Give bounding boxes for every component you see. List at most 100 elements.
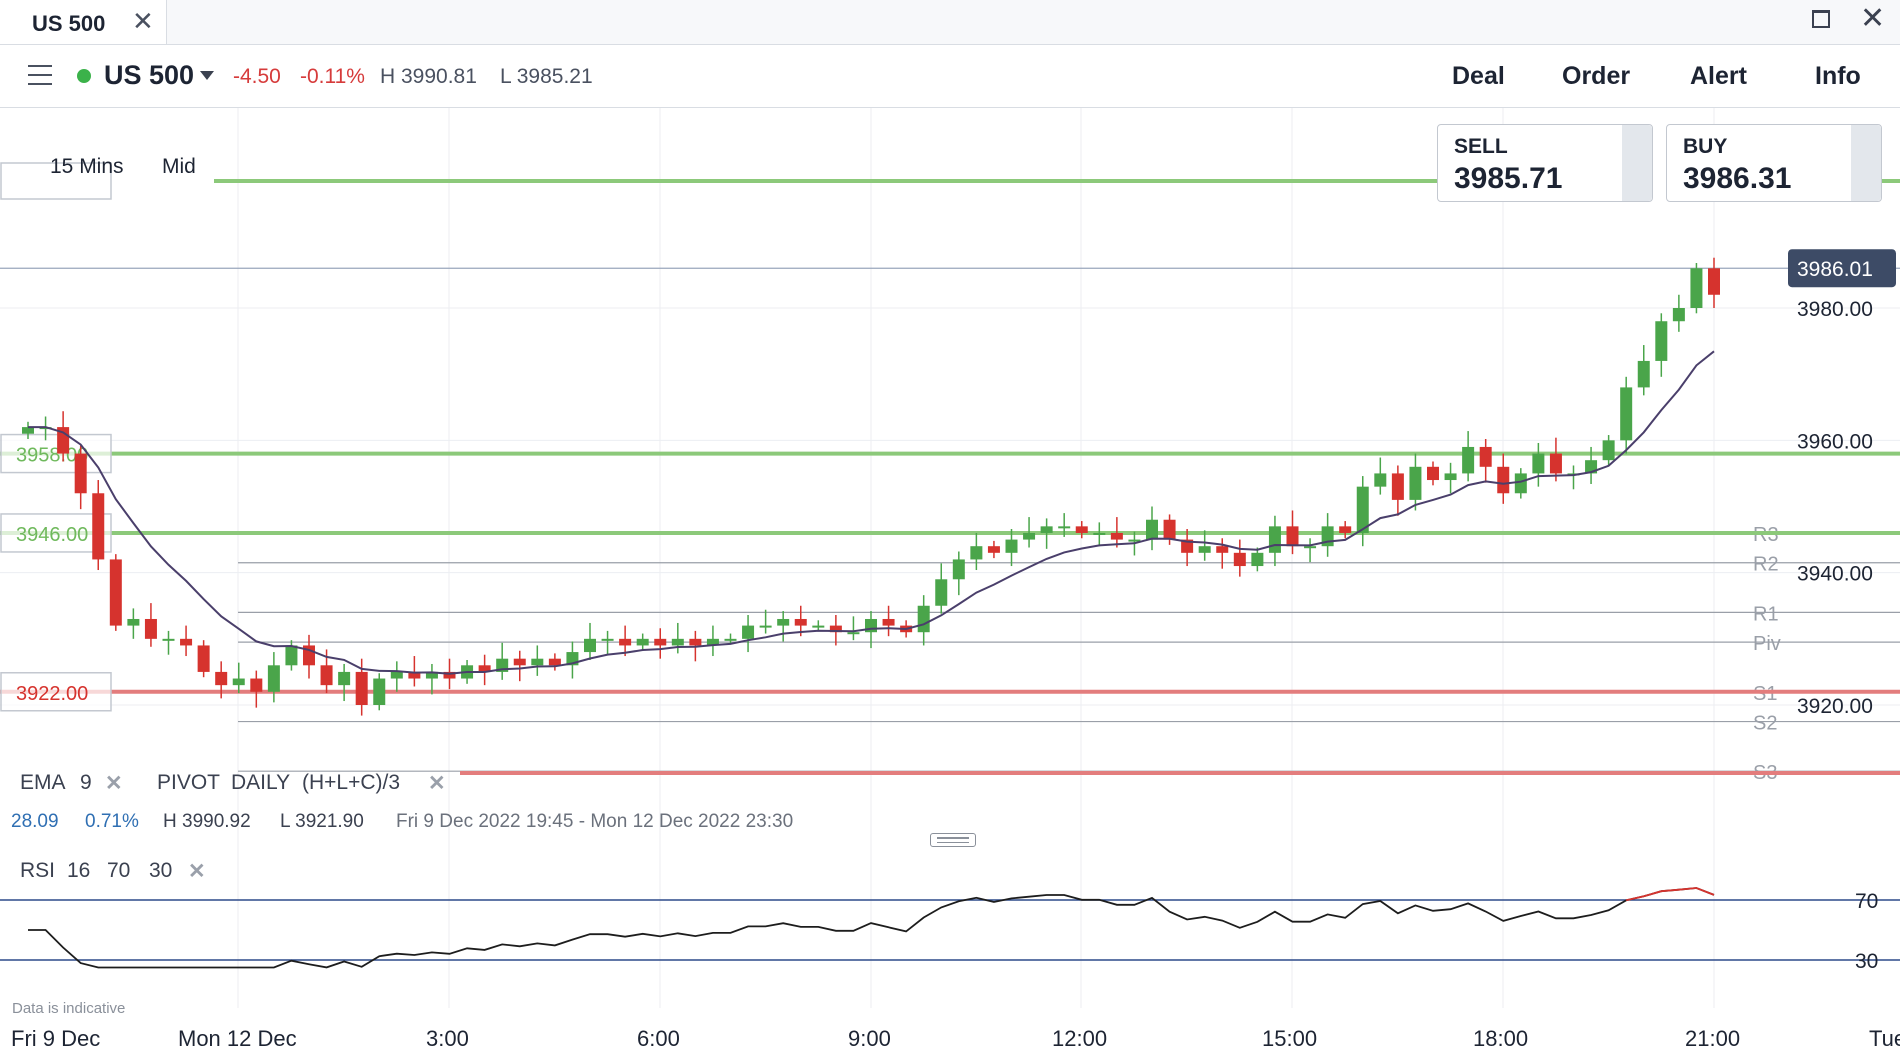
panel-resize-handle[interactable] xyxy=(930,833,976,847)
candle-body xyxy=(1549,453,1562,474)
candle-body xyxy=(1075,526,1088,533)
candle-body xyxy=(970,546,983,560)
y-tick-label: 3920.00 xyxy=(1797,695,1873,718)
buy-price: 3986.31 xyxy=(1683,162,1792,195)
candle-body xyxy=(1708,268,1720,295)
candle-body xyxy=(1514,473,1527,494)
tab-title: US 500 xyxy=(32,11,106,36)
y-tick-label: 3980.00 xyxy=(1797,298,1873,321)
maximize-icon[interactable] xyxy=(1812,10,1830,28)
pivot-period: DAILY xyxy=(231,771,291,794)
candle-body xyxy=(250,678,263,692)
candle-body xyxy=(408,671,421,679)
candle-body xyxy=(1374,473,1387,487)
candle-body xyxy=(22,427,34,434)
chart-grid xyxy=(0,108,1900,1008)
current-price-label: 3986.01 xyxy=(1797,258,1873,281)
candle-body xyxy=(1058,526,1071,529)
candle-body xyxy=(1040,526,1053,533)
buy-label: BUY xyxy=(1683,135,1728,158)
candle-body xyxy=(882,618,895,626)
candle-body xyxy=(1233,552,1246,567)
order-button[interactable]: Order xyxy=(1562,62,1631,90)
candle-body xyxy=(1128,539,1141,542)
rsi-legend-label: RSI xyxy=(20,859,56,882)
candle-body xyxy=(742,625,755,639)
window-tabbar: US 500 ✕ ✕ xyxy=(0,0,1900,45)
candle-body xyxy=(654,638,667,646)
alert-button[interactable]: Alert xyxy=(1690,62,1747,90)
candle-body xyxy=(180,638,193,646)
candle-body xyxy=(531,658,544,666)
candle-body xyxy=(267,665,280,692)
candle-body xyxy=(74,453,87,494)
price-type-selector[interactable]: Mid xyxy=(162,155,196,178)
timeframe-selector[interactable]: 15 Mins xyxy=(50,155,124,178)
instrument-tab[interactable]: US 500 ✕ xyxy=(0,0,167,44)
candle-body xyxy=(952,559,965,580)
alert-top-tag xyxy=(0,162,112,200)
candle-body xyxy=(1637,360,1650,388)
candle-body xyxy=(373,678,386,705)
candle-body xyxy=(1023,532,1036,540)
tab-close-icon[interactable]: ✕ xyxy=(132,6,154,36)
info-button[interactable]: Info xyxy=(1815,62,1861,90)
candle-body xyxy=(1356,486,1369,533)
rsi-panel: 70 30 xyxy=(0,887,1900,973)
market-open-status-icon xyxy=(77,69,91,83)
candle-body xyxy=(109,559,122,626)
candle-body xyxy=(619,638,632,646)
price-change-pct: -0.11% xyxy=(300,65,365,88)
deal-button[interactable]: Deal xyxy=(1452,62,1505,90)
candle-body xyxy=(812,625,825,628)
candle-body xyxy=(706,638,719,646)
alert-3922-label: 3922.00 xyxy=(16,683,88,705)
candle-body xyxy=(1268,526,1281,553)
candle-body xyxy=(1497,466,1510,494)
menu-icon[interactable] xyxy=(28,65,52,85)
candle-body xyxy=(215,671,228,686)
alert-3958-tag xyxy=(0,433,112,474)
candle-body xyxy=(92,493,105,560)
x-label-1500: 15:00 xyxy=(1262,1026,1318,1051)
legend-stat-change: 28.09 xyxy=(11,811,59,832)
candle-body xyxy=(759,625,772,628)
candle-body xyxy=(777,618,790,626)
data-disclaimer: Data is indicative xyxy=(12,1000,126,1017)
chevron-down-icon[interactable] xyxy=(200,71,214,80)
x-label-2100: 21:00 xyxy=(1685,1026,1741,1051)
rsi-overbought-line xyxy=(1626,887,1715,902)
pivot-formula: (H+L+C)/3 xyxy=(302,771,401,794)
candle-body xyxy=(1304,546,1317,549)
ema-period: 9 xyxy=(80,771,92,794)
sell-box[interactable]: SELL 3985.71 xyxy=(1437,124,1653,202)
candle-body xyxy=(689,638,702,646)
candle-body xyxy=(847,632,860,635)
pivot-remove-icon[interactable]: ✕ xyxy=(428,772,446,795)
rsi-remove-icon[interactable]: ✕ xyxy=(188,860,206,883)
candle-body xyxy=(1620,387,1633,441)
rsi-line xyxy=(28,887,1715,969)
session-high: H 3990.81 xyxy=(380,65,477,88)
candle-body xyxy=(1532,453,1545,474)
candle-body xyxy=(355,671,368,705)
buy-box[interactable]: BUY 3986.31 xyxy=(1666,124,1882,202)
window-close-icon[interactable]: ✕ xyxy=(1860,2,1886,35)
ema-remove-icon[interactable]: ✕ xyxy=(105,772,123,795)
instrument-header: US 500 -4.50 -0.11% H 3990.81 L 3985.21 … xyxy=(0,45,1900,108)
rsi-period: 16 xyxy=(67,859,91,882)
candle-body xyxy=(917,605,930,633)
legend-low: L 3921.90 xyxy=(280,811,364,832)
legend-high: H 3990.92 xyxy=(163,811,251,832)
candle-body xyxy=(1339,526,1352,533)
rsi-70-label: 70 xyxy=(1855,890,1878,913)
candle-body xyxy=(513,658,526,666)
candle-body xyxy=(1409,466,1422,500)
alert-3958-label: 3958.00 xyxy=(16,445,88,467)
sell-price: 3985.71 xyxy=(1454,162,1563,195)
instrument-name[interactable]: US 500 xyxy=(104,60,195,90)
candle-body xyxy=(1672,308,1685,322)
candle-body xyxy=(1427,466,1439,481)
